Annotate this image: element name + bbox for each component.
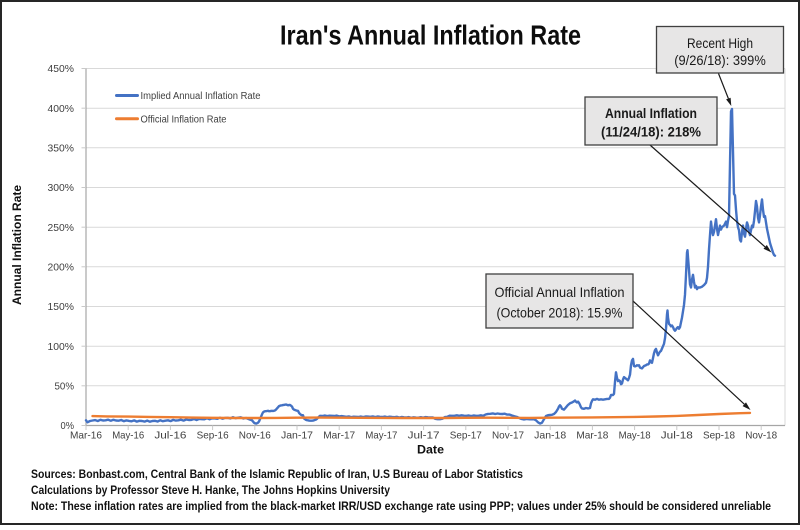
- svg-text:Mar-18: Mar-18: [576, 431, 608, 442]
- svg-text:Sep-18: Sep-18: [703, 431, 735, 442]
- svg-text:450%: 450%: [48, 64, 75, 75]
- svg-text:(11/24/18): 218%: (11/24/18): 218%: [601, 123, 702, 139]
- svg-text:300%: 300%: [48, 183, 75, 194]
- svg-text:100%: 100%: [48, 342, 75, 353]
- svg-text:Mar-16: Mar-16: [70, 431, 102, 442]
- svg-text:Nov-16: Nov-16: [239, 431, 271, 442]
- svg-text:Jul-18: Jul-18: [661, 431, 693, 442]
- svg-text:Nov-18: Nov-18: [745, 431, 777, 442]
- svg-text:Annual Inflation: Annual Inflation: [605, 105, 697, 121]
- svg-text:Sep-17: Sep-17: [450, 431, 482, 442]
- svg-text:May-16: May-16: [112, 431, 144, 442]
- svg-text:0%: 0%: [61, 421, 75, 432]
- svg-text:May-18: May-18: [619, 431, 651, 442]
- svg-text:150%: 150%: [48, 302, 75, 313]
- svg-text:Mar-17: Mar-17: [323, 431, 355, 442]
- svg-text:250%: 250%: [48, 223, 75, 234]
- svg-text:350%: 350%: [48, 143, 75, 154]
- svg-text:Jul-17: Jul-17: [408, 431, 440, 442]
- svg-text:(October 2018): 15.9%: (October 2018): 15.9%: [497, 304, 623, 320]
- svg-text:(9/26/18): 399%: (9/26/18): 399%: [674, 53, 766, 68]
- svg-text:Note: These inflation rates ar: Note: These inflation rates are implied …: [31, 501, 771, 513]
- svg-text:400%: 400%: [48, 104, 75, 115]
- svg-text:50%: 50%: [55, 381, 75, 392]
- svg-text:Official Inflation Rate: Official Inflation Rate: [141, 114, 227, 125]
- svg-text:Jan-18: Jan-18: [534, 431, 566, 442]
- svg-text:Sources: Bonbast.com, Central: Sources: Bonbast.com, Central Bank of th…: [31, 469, 523, 481]
- svg-text:May-17: May-17: [365, 431, 397, 442]
- svg-text:Iran's Annual Inflation Rate: Iran's Annual Inflation Rate: [280, 20, 581, 51]
- svg-text:Nov-17: Nov-17: [492, 431, 524, 442]
- svg-text:Recent High: Recent High: [687, 36, 753, 51]
- svg-text:Sep-16: Sep-16: [197, 431, 229, 442]
- svg-text:Calculations by Professor Stev: Calculations by Professor Steve H. Hanke…: [31, 485, 391, 497]
- svg-text:Implied Annual Inflation Rate: Implied Annual Inflation Rate: [141, 91, 261, 102]
- svg-text:Date: Date: [417, 445, 444, 457]
- svg-text:Official Annual Inflation: Official Annual Inflation: [495, 284, 625, 300]
- svg-text:Annual Inflation Rate: Annual Inflation Rate: [12, 185, 24, 305]
- svg-text:200%: 200%: [48, 262, 75, 273]
- svg-text:Jan-17: Jan-17: [281, 431, 313, 442]
- svg-text:Jul-16: Jul-16: [154, 431, 186, 442]
